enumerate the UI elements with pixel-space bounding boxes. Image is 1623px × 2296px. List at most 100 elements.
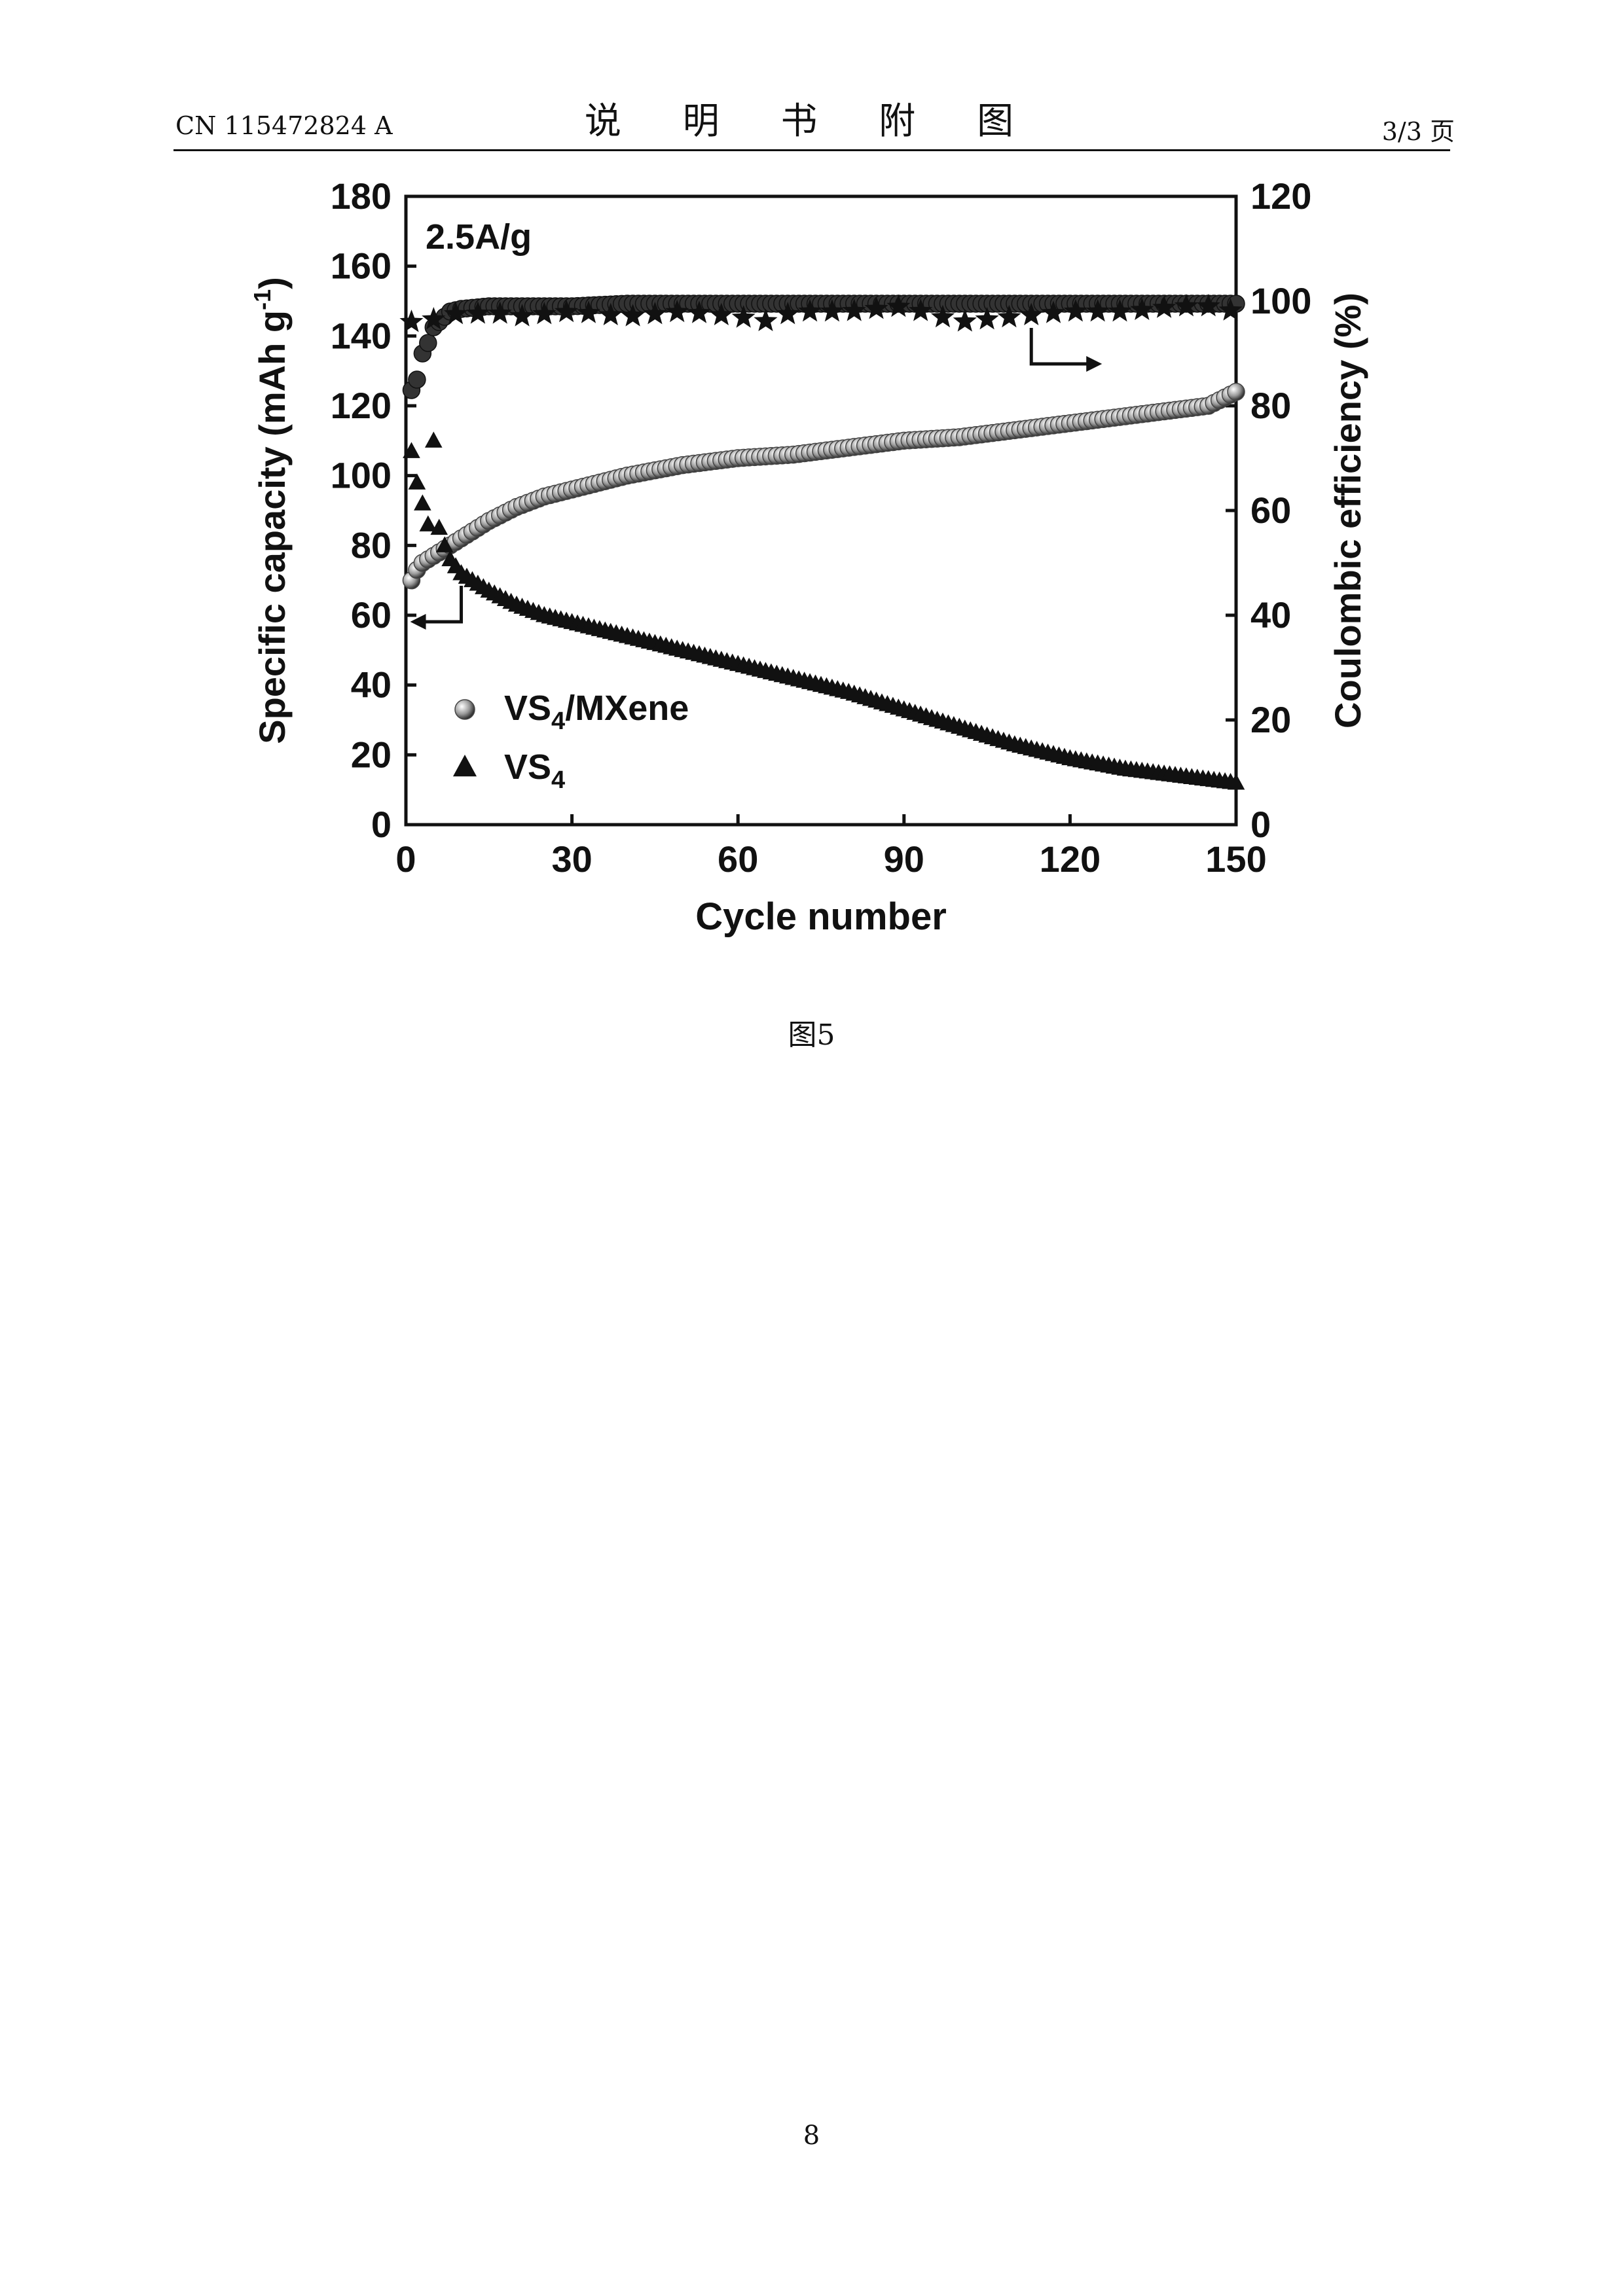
legend-label-vs4-mxene-rest: /MXene xyxy=(565,689,689,728)
series-triangle xyxy=(403,431,1245,790)
x-tick-label: 150 xyxy=(1205,838,1266,880)
left-axis-arrow xyxy=(423,586,464,624)
data-point-vs4-efficiency xyxy=(465,301,490,324)
x-tick-label: 0 xyxy=(395,838,416,880)
data-point-vs4-efficiency xyxy=(555,299,579,323)
data-point-vs4 xyxy=(424,431,443,448)
y-left-label-close: ) xyxy=(251,277,293,289)
data-point-vs4-efficiency xyxy=(422,307,446,330)
data-point-vs4-efficiency xyxy=(1130,297,1154,320)
data-point-vs4-efficiency xyxy=(598,302,623,325)
chart-annotation: 2.5A/g xyxy=(426,217,532,257)
data-point-vs4-efficiency xyxy=(399,310,424,332)
y-left-tick-label: 160 xyxy=(331,245,392,287)
data-point-vs4-mxene-efficiency xyxy=(408,370,426,389)
header-divider xyxy=(173,149,1450,151)
data-point-vs4 xyxy=(403,442,420,458)
legend-label-vs4-mxene-base: VS xyxy=(504,689,551,728)
figure-caption: 图5 xyxy=(788,1018,835,1052)
chart-marks xyxy=(399,294,1245,790)
data-point-vs4-mxene-efficiency xyxy=(419,334,437,352)
data-point-vs4-efficiency xyxy=(1152,295,1176,318)
x-tick-label: 90 xyxy=(884,838,924,880)
data-point-vs4-efficiency xyxy=(754,308,778,331)
data-point-vs4-efficiency xyxy=(1218,298,1243,321)
data-point-vs4 xyxy=(414,494,431,511)
data-point-vs4 xyxy=(408,473,426,490)
y-right-tick-label: 40 xyxy=(1250,594,1291,636)
y-left-tick-label: 20 xyxy=(351,734,392,775)
data-point-vs4-efficiency xyxy=(665,299,689,323)
data-point-vs4-efficiency xyxy=(820,299,844,322)
right-axis-arrowhead xyxy=(1086,356,1103,372)
right-axis-arrow xyxy=(1029,328,1089,366)
page-title: 说 明 书 附 图 xyxy=(584,100,1039,143)
series-star xyxy=(399,294,1243,332)
legend-marker-vs4-mxene xyxy=(454,699,475,720)
data-point-vs4-efficiency xyxy=(444,302,468,325)
legend-label-vs4-base: VS xyxy=(504,747,551,787)
data-point-vs4-efficiency xyxy=(510,304,534,327)
y-right-tick-label: 0 xyxy=(1250,804,1271,845)
data-point-vs4-efficiency xyxy=(621,304,645,327)
legend-marker-vs4 xyxy=(452,755,477,777)
capacity-chart: 0 30 60 90 120 150020406080100120140160180020… xyxy=(249,175,1368,938)
data-point-vs4 xyxy=(435,536,454,552)
legend-label-vs4-mxene-subscript: 4 xyxy=(551,708,565,735)
data-point-vs4-efficiency xyxy=(687,300,712,323)
data-point-vs4-efficiency xyxy=(1085,299,1110,322)
legend-label-vs4: VS4 xyxy=(504,747,565,794)
data-point-vs4-efficiency xyxy=(975,307,999,330)
x-axis-label: Cycle number xyxy=(695,895,947,938)
axis-arrows xyxy=(410,328,1103,630)
page-number: 8 xyxy=(803,2121,820,2151)
x-tick-label: 60 xyxy=(718,838,758,880)
data-point-vs4-efficiency xyxy=(643,302,667,325)
y-right-tick-label: 20 xyxy=(1250,699,1291,740)
data-point-vs4-efficiency xyxy=(842,298,866,321)
x-tick-label: 30 xyxy=(551,838,592,880)
y-left-tick-label: 140 xyxy=(331,315,392,356)
y-left-label-exponent: -1 xyxy=(249,289,276,310)
data-point-vs4-efficiency xyxy=(1108,299,1132,322)
data-point-vs4-efficiency xyxy=(953,309,977,332)
data-point-vs4 xyxy=(1227,774,1245,790)
data-point-vs4-efficiency xyxy=(1196,294,1220,317)
data-point-vs4-efficiency xyxy=(576,300,600,323)
y-left-tick-label: 40 xyxy=(351,664,392,706)
data-point-vs4-efficiency xyxy=(930,304,955,328)
y-left-tick-label: 60 xyxy=(351,594,392,636)
x-tick-label: 120 xyxy=(1040,838,1101,880)
data-point-vs4-efficiency xyxy=(776,302,800,325)
data-point-vs4 xyxy=(430,518,448,535)
y-left-tick-label: 80 xyxy=(351,524,392,565)
y-right-tick-label: 60 xyxy=(1250,490,1291,531)
y-left-tick-label: 120 xyxy=(331,385,392,426)
legend-label-vs4-mxene: VS4/MXene xyxy=(504,689,689,735)
left-axis-arrowhead xyxy=(410,614,426,630)
y-left-tick-label: 100 xyxy=(331,455,392,496)
data-point-vs4-efficiency xyxy=(709,302,733,325)
data-point-vs4-efficiency xyxy=(1063,299,1087,322)
data-point-vs4-efficiency xyxy=(532,302,556,325)
data-point-vs4-efficiency xyxy=(731,305,756,328)
data-point-vs4-mxene xyxy=(1227,382,1245,401)
data-point-vs4-efficiency xyxy=(1174,294,1198,317)
data-point-vs4-efficiency xyxy=(886,294,911,317)
y-axis-right-label: Coulombic efficiency (%) xyxy=(1327,293,1368,728)
page-count: 3/3 页 xyxy=(1381,117,1455,146)
data-point-vs4-efficiency xyxy=(997,304,1021,328)
y-axis-left-label: Specific capacity (mAh g-1) xyxy=(249,277,293,744)
data-point-vs4-efficiency xyxy=(798,299,822,322)
data-point-vs4-efficiency xyxy=(909,298,933,321)
series-shaded-circle xyxy=(402,382,1245,590)
y-left-tick-label: 180 xyxy=(331,175,392,217)
axis-ticks: 0 30 60 90 120 150020406080100120140160180020… xyxy=(331,175,1312,880)
y-left-label-main: Specific capacity (mAh g xyxy=(251,310,293,744)
legend-label-vs4-subscript: 4 xyxy=(551,766,565,794)
y-right-tick-label: 120 xyxy=(1250,175,1311,217)
data-point-vs4-efficiency xyxy=(864,296,888,319)
data-point-vs4 xyxy=(419,515,437,531)
data-point-vs4-efficiency xyxy=(1042,300,1066,323)
